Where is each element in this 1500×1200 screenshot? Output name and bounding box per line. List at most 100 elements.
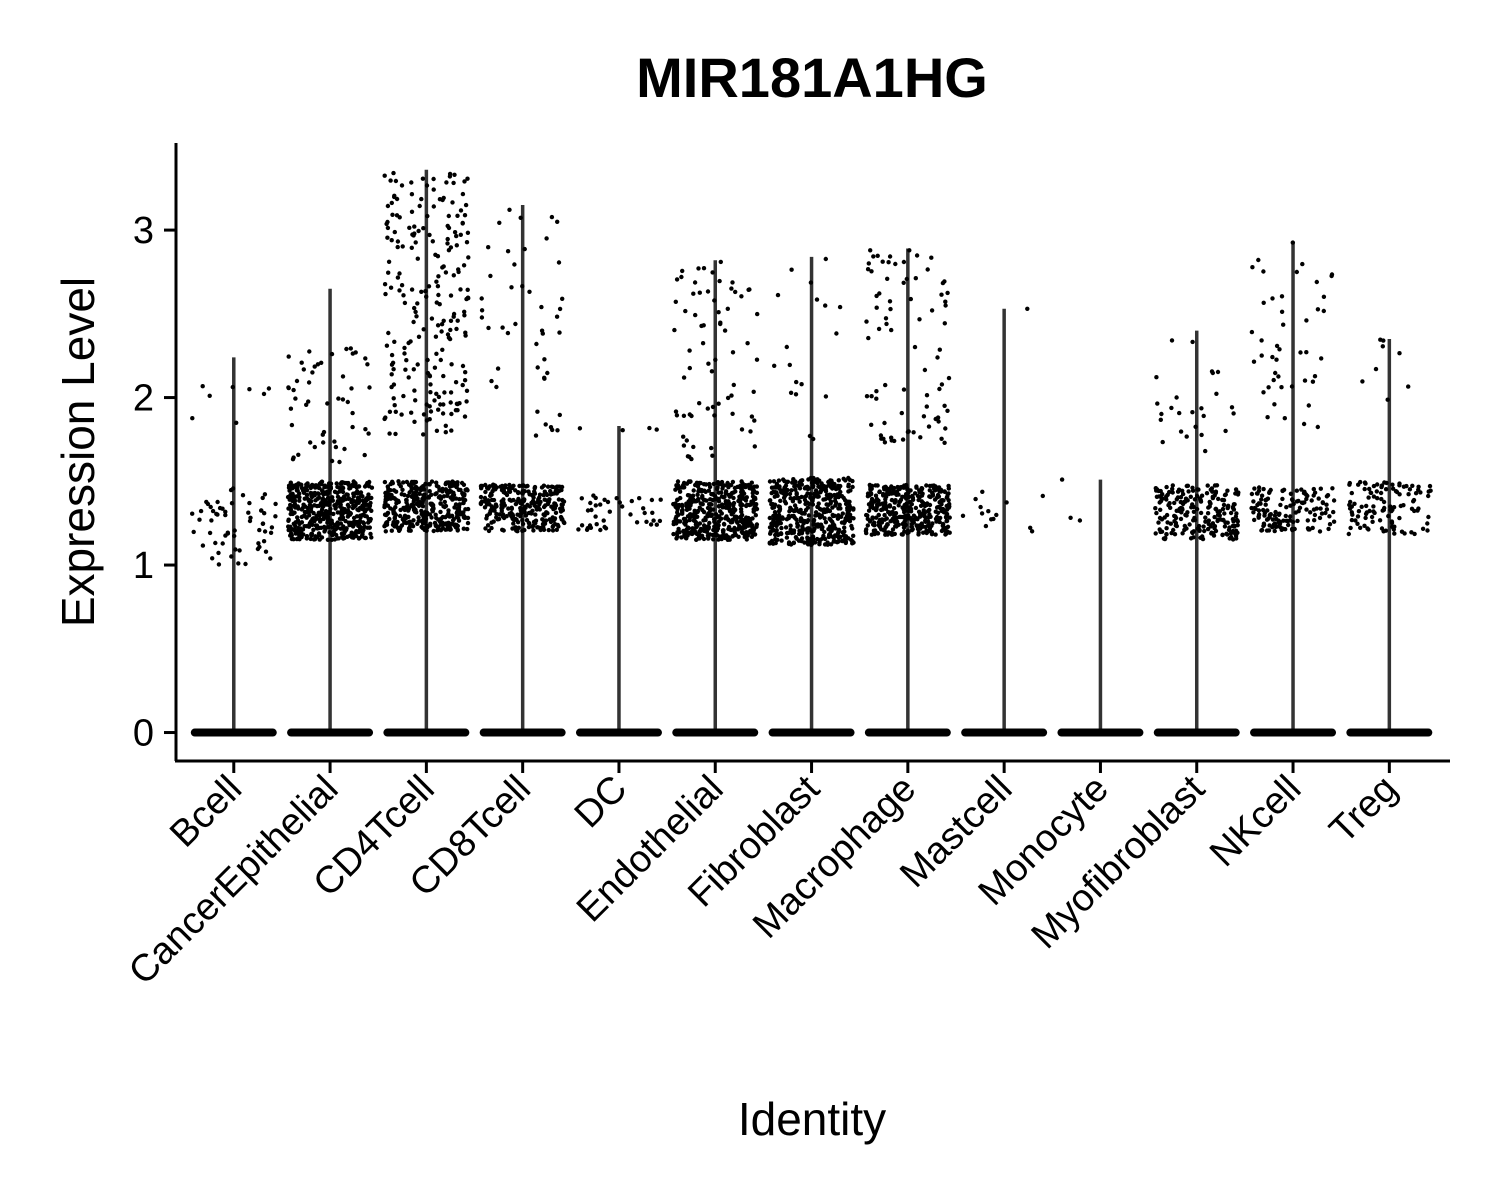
- data-point: [1164, 526, 1169, 531]
- data-point: [532, 484, 538, 490]
- data-point: [1174, 508, 1179, 513]
- data-point: [713, 531, 718, 536]
- data-point: [1390, 486, 1396, 491]
- data-point: [842, 525, 847, 530]
- data-point: [335, 525, 340, 530]
- data-point: [1154, 375, 1159, 380]
- data-point: [769, 502, 774, 507]
- data-point: [404, 520, 409, 526]
- data-point: [1261, 486, 1266, 492]
- data-point: [540, 331, 545, 336]
- data-point: [716, 401, 721, 406]
- data-point: [917, 514, 923, 519]
- data-point: [1164, 497, 1169, 502]
- data-point: [828, 542, 834, 547]
- data-point: [294, 378, 300, 384]
- data-point: [295, 488, 300, 493]
- data-point: [1255, 491, 1260, 496]
- data-point: [792, 508, 798, 513]
- data-point: [352, 521, 357, 526]
- data-point: [697, 536, 702, 541]
- data-point: [718, 509, 723, 514]
- data-point: [1213, 490, 1219, 496]
- data-point: [409, 287, 415, 292]
- data-point: [427, 512, 433, 517]
- data-point: [559, 487, 564, 493]
- data-point: [312, 364, 317, 369]
- data-point: [522, 504, 527, 510]
- data-point: [876, 512, 881, 518]
- data-point: [881, 493, 886, 498]
- data-point: [440, 265, 445, 270]
- data-point: [360, 494, 365, 499]
- data-point: [479, 315, 485, 320]
- data-point: [363, 356, 368, 361]
- data-point: [210, 556, 215, 561]
- data-point: [1327, 522, 1333, 527]
- data-point: [410, 524, 416, 529]
- data-point: [696, 496, 701, 502]
- data-point: [461, 510, 466, 515]
- data-point: [1188, 536, 1194, 541]
- data-point: [1381, 499, 1387, 505]
- data-point: [1230, 528, 1236, 534]
- data-point: [391, 511, 396, 516]
- data-point: [461, 482, 467, 487]
- data-point: [1159, 411, 1164, 417]
- data-point: [555, 428, 560, 433]
- data-point: [691, 527, 696, 532]
- data-point: [337, 489, 342, 494]
- data-point: [651, 518, 656, 523]
- data-point: [396, 479, 401, 484]
- data-point: [449, 362, 454, 367]
- data-point: [1227, 536, 1232, 541]
- data-point: [286, 385, 291, 390]
- data-point: [299, 360, 304, 365]
- data-point: [938, 515, 943, 521]
- data-point: [822, 507, 827, 512]
- data-point: [382, 173, 387, 178]
- data-point: [1397, 483, 1402, 488]
- data-point: [718, 259, 723, 265]
- data-point: [874, 389, 879, 394]
- data-point: [720, 528, 726, 533]
- data-point: [822, 486, 828, 492]
- data-point: [478, 501, 484, 507]
- data-point: [383, 529, 388, 534]
- data-point: [1297, 505, 1303, 510]
- violin-group: [767, 256, 856, 737]
- data-point: [454, 243, 459, 248]
- data-point: [1392, 524, 1397, 529]
- data-point: [458, 287, 463, 292]
- data-point: [880, 259, 885, 264]
- data-point: [286, 354, 291, 359]
- data-point: [1281, 487, 1287, 492]
- data-point: [497, 220, 502, 225]
- data-point: [851, 533, 856, 538]
- data-point: [689, 456, 694, 462]
- data-point: [526, 489, 531, 494]
- data-point: [796, 538, 802, 543]
- data-point: [443, 487, 449, 492]
- data-point: [1385, 397, 1390, 402]
- data-point: [215, 499, 220, 505]
- data-point: [1330, 486, 1335, 491]
- data-point: [1283, 513, 1289, 519]
- data-point: [973, 496, 978, 502]
- data-point: [429, 316, 435, 321]
- data-point: [943, 299, 948, 304]
- data-point: [1157, 527, 1162, 532]
- data-point: [1312, 374, 1318, 379]
- data-point: [208, 504, 213, 510]
- data-point: [1390, 482, 1395, 487]
- data-point: [431, 528, 436, 534]
- data-point: [392, 194, 397, 200]
- data-point: [907, 248, 912, 253]
- data-point: [434, 391, 439, 396]
- data-point: [767, 498, 773, 503]
- data-point: [872, 531, 877, 537]
- data-point: [729, 527, 734, 533]
- data-point: [598, 502, 603, 507]
- data-point: [1169, 338, 1175, 343]
- data-point: [726, 517, 731, 523]
